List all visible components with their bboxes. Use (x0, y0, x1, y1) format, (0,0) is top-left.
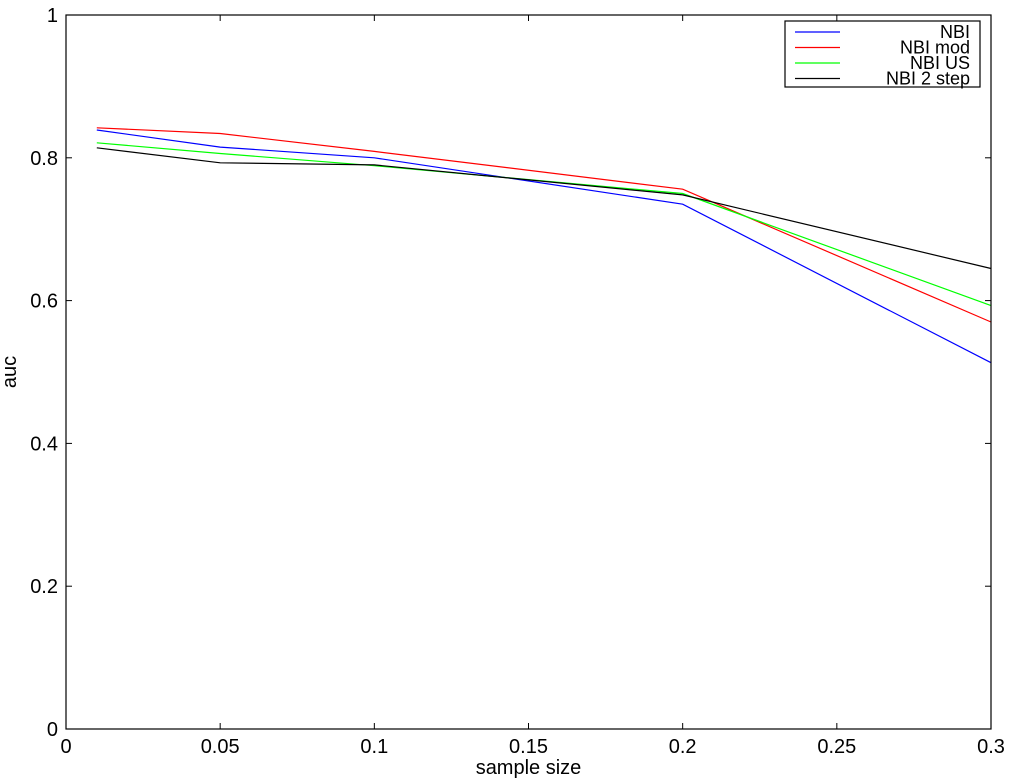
y-tick-label: 0.4 (30, 433, 58, 455)
x-axis-tick-labels: 0 0.05 0.1 0.15 0.2 0.25 0.3 (60, 736, 1004, 758)
legend-label-2: NBI mod (900, 38, 970, 58)
x-tick-label: 0.25 (817, 736, 856, 758)
plot-area-frame (65, 14, 992, 730)
series-line-4 (96, 147, 992, 270)
x-tick-label: 0.1 (360, 736, 388, 758)
x-tick-label: 0.15 (509, 736, 548, 758)
x-tick-label: 0 (60, 736, 71, 758)
y-axis-label: auc (0, 356, 21, 388)
series-line-2 (96, 127, 992, 323)
x-tick-label: 0.3 (977, 736, 1005, 758)
legend-label-1: NBI (940, 22, 970, 42)
y-axis-tick-labels: 0 0.2 0.4 0.6 0.8 1 (30, 5, 58, 741)
legend-label-3: NBI US (910, 53, 970, 73)
x-tick-label: 0.05 (201, 736, 240, 758)
y-tick-label: 0 (47, 719, 58, 741)
x-axis-label: sample size (476, 757, 582, 779)
y-tick-label: 0.2 (30, 576, 58, 598)
y-tick-label: 0.6 (30, 291, 58, 313)
legend-label-4: NBI 2 step (886, 69, 970, 89)
y-tick-label: 1 (47, 5, 58, 27)
series-lines (96, 127, 992, 364)
series-line-3 (96, 142, 992, 307)
axis-ticks (65, 14, 992, 730)
y-tick-label: 0.8 (30, 148, 58, 170)
series-line-1 (96, 129, 992, 364)
x-tick-label: 0.2 (669, 736, 697, 758)
